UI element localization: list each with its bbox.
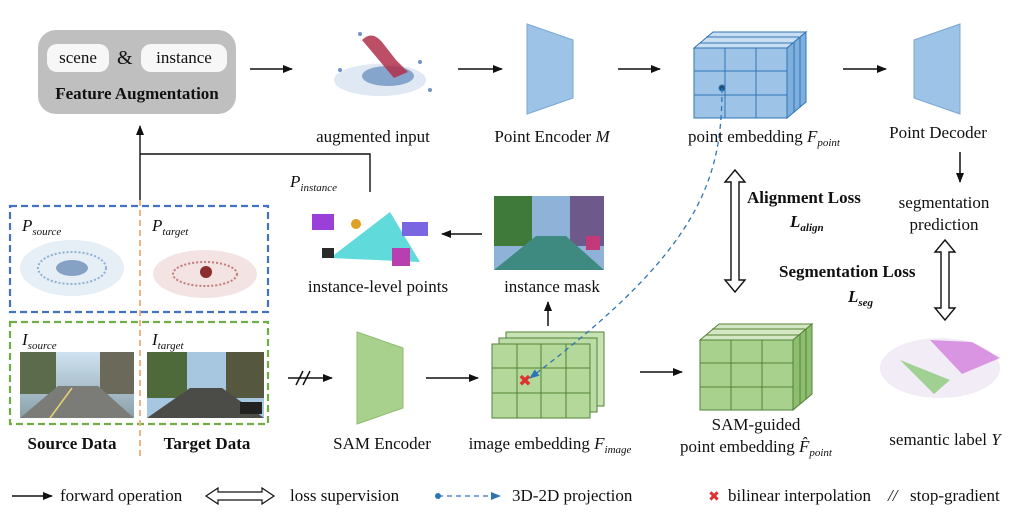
- p-target-label: Ptarget: [152, 216, 189, 238]
- point-decoder-shape: [913, 23, 961, 115]
- p-source-label: Psource: [22, 216, 62, 238]
- legend-loss-label: loss supervision: [290, 486, 400, 505]
- point-decoder-label: Point Decoder: [889, 123, 987, 142]
- p-instance-label: Pinstance: [290, 172, 338, 194]
- image-embedding-label: image embedding Fimage: [468, 434, 632, 456]
- segmentation-prediction-label: segmentation prediction: [898, 193, 990, 234]
- source-data-label: Source Data: [27, 434, 117, 453]
- l-seg-label: Lseg: [848, 287, 874, 309]
- image-embedding-grid: [491, 331, 605, 419]
- source-image: [20, 352, 134, 419]
- legend-stop-label: stop-gradient: [910, 486, 1000, 505]
- instance-pill: instance: [141, 44, 227, 72]
- alignment-loss-arrow: [723, 168, 747, 294]
- feedback-line: [140, 153, 371, 192]
- legend-projection-label: 3D-2D projection: [512, 486, 633, 505]
- l-align-label: Lalign: [790, 212, 824, 234]
- stop-gradient-mark-2: [302, 370, 311, 386]
- sam-encoder-label: SAM Encoder: [333, 434, 431, 453]
- semantic-label-pointcloud: [880, 338, 1000, 398]
- point-encoder-shape: [526, 23, 574, 115]
- source-pointcloud: [20, 240, 124, 296]
- legend-loss-arrow: [204, 486, 276, 506]
- i-source-label: Isource: [22, 330, 57, 352]
- feature-augmentation-title: Feature Augmentation: [55, 84, 219, 103]
- i-target-label: Itarget: [152, 330, 184, 352]
- legend-bilinear-label: bilinear interpolation: [728, 486, 872, 505]
- point-encoder-label: Point Encoder M: [494, 127, 610, 146]
- alignment-loss-label: Alignment Loss: [747, 188, 861, 207]
- augmented-input-label: augmented input: [316, 127, 430, 146]
- instance-mask-label: instance mask: [504, 277, 600, 296]
- legend-bilinear-mark: ✖: [708, 489, 720, 505]
- sam-guided-label: SAM-guided point embedding F̂point: [680, 415, 832, 459]
- projection-curve: [529, 87, 723, 379]
- segmentation-loss-label: Segmentation Loss: [779, 262, 916, 281]
- legend-stop-symbol: //: [888, 486, 898, 505]
- augmented-input-pointcloud: [334, 32, 432, 96]
- stop-gradient-mark-1: [295, 370, 304, 386]
- target-image: [147, 352, 264, 418]
- sam-encoder-shape: [356, 331, 404, 425]
- bilinear-interpolation-mark: ✖: [518, 371, 531, 390]
- legend-forward-label: forward operation: [60, 486, 183, 505]
- point-embedding-cube: [692, 30, 808, 120]
- target-pointcloud: [153, 250, 257, 298]
- segmentation-loss-arrow: [933, 238, 957, 322]
- target-data-label: Target Data: [163, 434, 251, 453]
- semantic-label-label: semantic label Y: [889, 430, 1001, 449]
- point-data-box: [8, 204, 270, 314]
- scene-pill: scene: [47, 44, 109, 72]
- instance-level-points-label: instance-level points: [307, 277, 449, 296]
- instance-mask-image: [494, 196, 604, 270]
- aug-and-symbol: &: [117, 47, 133, 69]
- sam-guided-embedding-cube: [698, 322, 814, 412]
- instance-level-pointcloud: [312, 212, 428, 266]
- point-embedding-label: point embedding Fpoint: [688, 127, 840, 149]
